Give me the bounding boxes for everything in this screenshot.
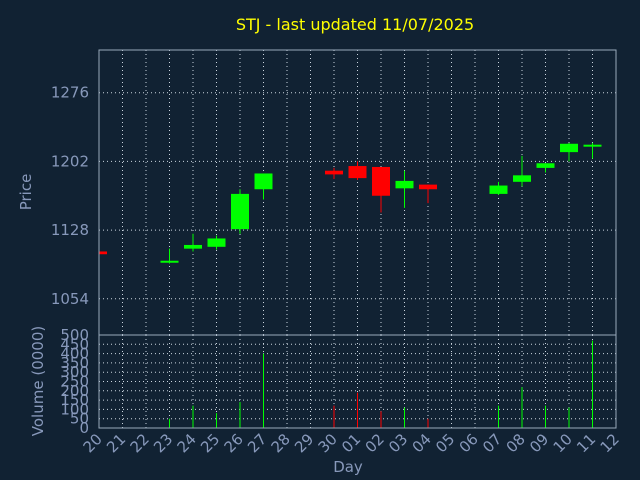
volume-y-tick-label: 300 <box>60 363 89 381</box>
volume-y-tick-label: 400 <box>60 345 89 363</box>
x-tick-label: 21 <box>103 430 129 456</box>
chart-title: STJ - last updated 11/07/2025 <box>236 15 474 34</box>
x-tick-label: 27 <box>244 430 270 456</box>
x-tick-label: 23 <box>150 430 176 456</box>
candle-body <box>419 184 437 190</box>
candle-body <box>207 238 226 247</box>
volume-y-tick-label: 500 <box>60 326 89 344</box>
x-tick-label: 08 <box>503 430 529 456</box>
candle-body <box>348 166 367 179</box>
volume-bars <box>169 340 593 428</box>
x-tick-label: 24 <box>174 430 200 456</box>
candle-body <box>513 175 531 182</box>
volume-y-tick-label: 200 <box>60 382 89 400</box>
candle <box>395 170 414 208</box>
x-tick-label: 30 <box>315 430 341 456</box>
x-tick-label: 29 <box>291 430 317 456</box>
price-axis-label: Price <box>17 174 35 211</box>
x-tick-label: 05 <box>432 430 458 456</box>
volume-y-tick-label: 450 <box>60 335 89 353</box>
candle <box>489 181 508 195</box>
candle <box>560 142 578 162</box>
candle-body <box>99 251 107 255</box>
volume-y-tick-label: 50 <box>70 410 89 428</box>
price-grid <box>99 50 616 335</box>
candle <box>513 155 531 187</box>
x-tick-label: 06 <box>456 430 482 456</box>
candle-body <box>395 180 414 189</box>
x-tick-label: 28 <box>268 430 294 456</box>
candle <box>160 248 179 264</box>
candle-body <box>325 170 343 175</box>
x-tick-label: 02 <box>362 430 388 456</box>
candle <box>325 167 343 180</box>
volume-y-tick-label: 150 <box>60 391 89 409</box>
candle-body <box>536 163 555 168</box>
x-tick-label: 04 <box>409 430 435 456</box>
x-tick-label: 22 <box>127 430 153 456</box>
candle <box>348 161 367 180</box>
volume-y-tick-label: 350 <box>60 354 89 372</box>
candle <box>419 184 437 204</box>
candle <box>98 251 107 255</box>
candle-body <box>254 173 273 190</box>
x-tick-label: 03 <box>385 430 411 456</box>
price-candles <box>98 142 602 264</box>
price-y-tick-label: 1276 <box>51 84 89 102</box>
candle <box>583 142 602 159</box>
candle-body <box>184 244 202 249</box>
x-tick-label: 09 <box>526 430 552 456</box>
x-axis-label: Day <box>333 458 363 476</box>
candle-body <box>489 185 508 194</box>
candle <box>536 163 555 173</box>
x-ticks: 2021222324252627282930010203040506070809… <box>80 430 623 456</box>
volume-plot-frame <box>98 334 617 429</box>
volume-y-tick-label: 0 <box>79 419 89 437</box>
volume-y-tick-label: 250 <box>60 373 89 391</box>
candle <box>231 189 249 234</box>
price-plot-frame <box>98 49 617 336</box>
price-y-ticks: 1054 1128 1202 1276 <box>51 84 89 308</box>
candle-body <box>583 144 602 147</box>
x-tick-label: 12 <box>597 430 623 456</box>
x-tick-label: 07 <box>479 430 505 456</box>
volume-axis-label: Volume (0000) <box>29 326 47 436</box>
x-tick-label: 10 <box>550 430 576 456</box>
price-y-tick-label: 1202 <box>51 152 89 170</box>
candle <box>372 166 390 213</box>
candle-body <box>560 143 578 153</box>
candle-body <box>372 166 390 196</box>
x-tick-label: 25 <box>197 430 223 456</box>
candle <box>184 233 202 252</box>
candle <box>207 235 226 250</box>
x-tick-label: 26 <box>221 430 247 456</box>
price-y-tick-label: 1128 <box>51 221 89 239</box>
candle <box>254 173 273 200</box>
price-y-tick-label: 1054 <box>51 290 89 308</box>
volume-y-tick-label: 100 <box>60 400 89 418</box>
candle-body <box>231 193 249 230</box>
x-tick-label: 11 <box>573 430 599 456</box>
x-tick-label: 01 <box>338 430 364 456</box>
candle-body <box>160 260 179 263</box>
